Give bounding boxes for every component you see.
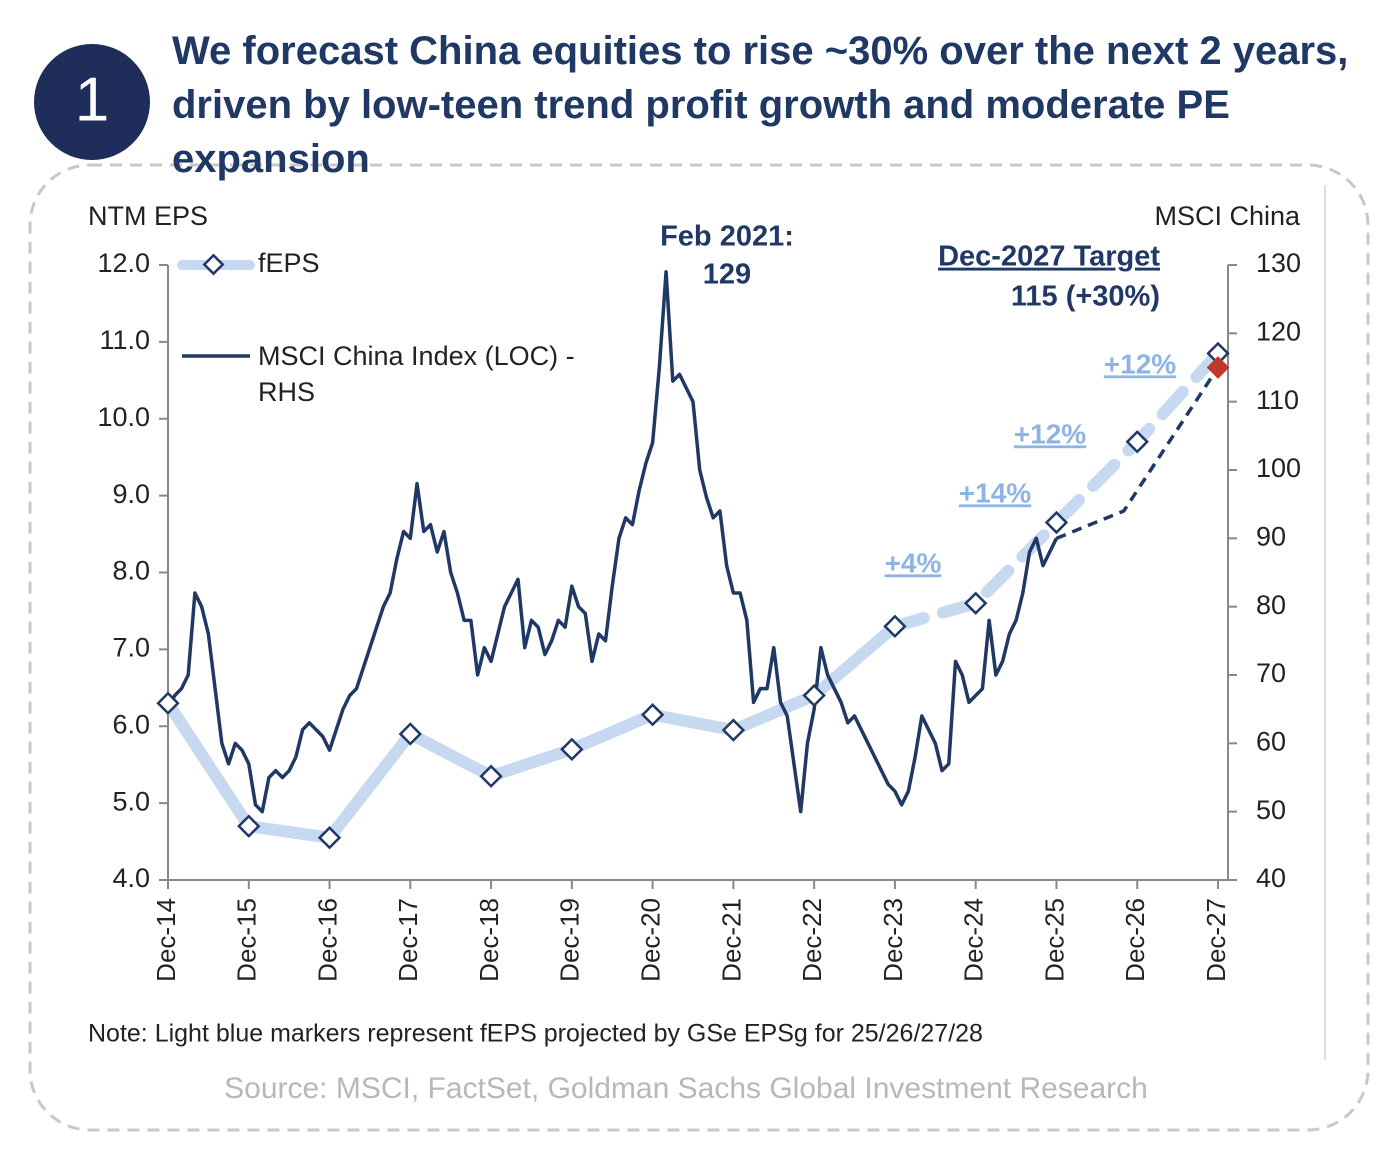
y-tick-label: 12.0 bbox=[97, 248, 150, 278]
legend-marker bbox=[202, 253, 225, 276]
feps-marker bbox=[721, 718, 746, 742]
x-tick-label: Dec-18 bbox=[474, 898, 504, 982]
legend-label: fEPS bbox=[258, 248, 320, 278]
x-tick-label: Dec-25 bbox=[1039, 898, 1069, 982]
feps-marker bbox=[964, 591, 988, 615]
y-tick-label: 10.0 bbox=[97, 402, 150, 432]
badge-number: 1 bbox=[75, 65, 109, 134]
growth-label: +4% bbox=[885, 547, 942, 578]
y2-tick-label: 120 bbox=[1256, 316, 1301, 346]
y2-tick-label: 90 bbox=[1256, 521, 1286, 551]
feps-marker bbox=[1206, 341, 1230, 366]
y2-tick-label: 50 bbox=[1256, 795, 1286, 825]
y2-tick-label: 60 bbox=[1256, 726, 1286, 756]
growth-label: +14% bbox=[959, 477, 1031, 508]
legend-label: MSCI China Index (LOC) - RHS bbox=[258, 341, 575, 407]
target-value: 115 (+30%) bbox=[1011, 281, 1160, 313]
growth-label: +12% bbox=[1014, 418, 1086, 449]
y-tick-label: 5.0 bbox=[112, 786, 150, 816]
y-tick-label: 8.0 bbox=[112, 556, 150, 586]
y-tick-label: 9.0 bbox=[112, 479, 150, 509]
feps-line bbox=[888, 347, 1224, 633]
y-tick-label: 11.0 bbox=[99, 325, 150, 355]
target-label: Dec-2027 Target bbox=[938, 241, 1160, 273]
feps-marker bbox=[479, 764, 503, 788]
badge bbox=[34, 44, 150, 160]
feps-marker bbox=[317, 826, 342, 850]
feps-marker bbox=[1044, 510, 1069, 535]
note: Note: Light blue markers represent fEPS … bbox=[88, 1020, 983, 1048]
x-tick-label: Dec-16 bbox=[312, 898, 342, 982]
y-tick-label: 7.0 bbox=[112, 633, 150, 663]
y2-tick-label: 80 bbox=[1256, 590, 1286, 620]
x-tick-label: Dec-15 bbox=[232, 898, 262, 982]
x-tick-label: Dec-20 bbox=[635, 898, 665, 982]
feps-marker bbox=[802, 683, 826, 708]
peak-value: 129 bbox=[703, 259, 751, 291]
source: Source: MSCI, FactSet, Goldman Sachs Glo… bbox=[224, 1072, 1148, 1105]
feps-marker bbox=[640, 703, 665, 727]
growth-label: +12% bbox=[1104, 348, 1176, 379]
y2-tick-label: 100 bbox=[1256, 453, 1301, 483]
y-tick-label: 6.0 bbox=[112, 709, 150, 739]
frame bbox=[28, 163, 1370, 1132]
feps-marker bbox=[156, 691, 180, 715]
x-tick-label: Dec-23 bbox=[878, 898, 908, 982]
msci-projection bbox=[1055, 366, 1220, 540]
y2-tick-label: 130 bbox=[1256, 248, 1301, 278]
x-tick-label: Dec-19 bbox=[555, 898, 585, 982]
feps-marker bbox=[560, 737, 584, 761]
y-axis-title: NTM EPS bbox=[88, 201, 208, 231]
x-tick-label: Dec-24 bbox=[959, 898, 989, 982]
x-tick-label: Dec-26 bbox=[1120, 898, 1150, 982]
x-tick-label: Dec-21 bbox=[716, 898, 746, 982]
x-tick-label: Dec-27 bbox=[1201, 898, 1231, 982]
feps-line bbox=[162, 620, 901, 844]
x-tick-label: Dec-14 bbox=[151, 898, 181, 982]
feps-marker bbox=[398, 722, 422, 746]
y2-axis-title: MSCI China bbox=[1154, 201, 1301, 231]
target-marker bbox=[1206, 356, 1230, 379]
feps-marker bbox=[1125, 430, 1149, 454]
x-tick-label: Dec-22 bbox=[797, 898, 827, 982]
y2-tick-label: 110 bbox=[1256, 385, 1299, 415]
title: We forecast China equities to rise ~30% … bbox=[172, 29, 1349, 181]
peak-label: Feb 2021: bbox=[660, 221, 794, 253]
y2-tick-label: 40 bbox=[1256, 863, 1286, 893]
x-tick-label: Dec-17 bbox=[393, 898, 423, 982]
msci-line bbox=[166, 270, 1059, 814]
feps-marker bbox=[237, 814, 261, 838]
y2-tick-label: 70 bbox=[1256, 658, 1286, 688]
feps-marker bbox=[883, 614, 907, 638]
y-tick-label: 4.0 bbox=[112, 863, 150, 893]
